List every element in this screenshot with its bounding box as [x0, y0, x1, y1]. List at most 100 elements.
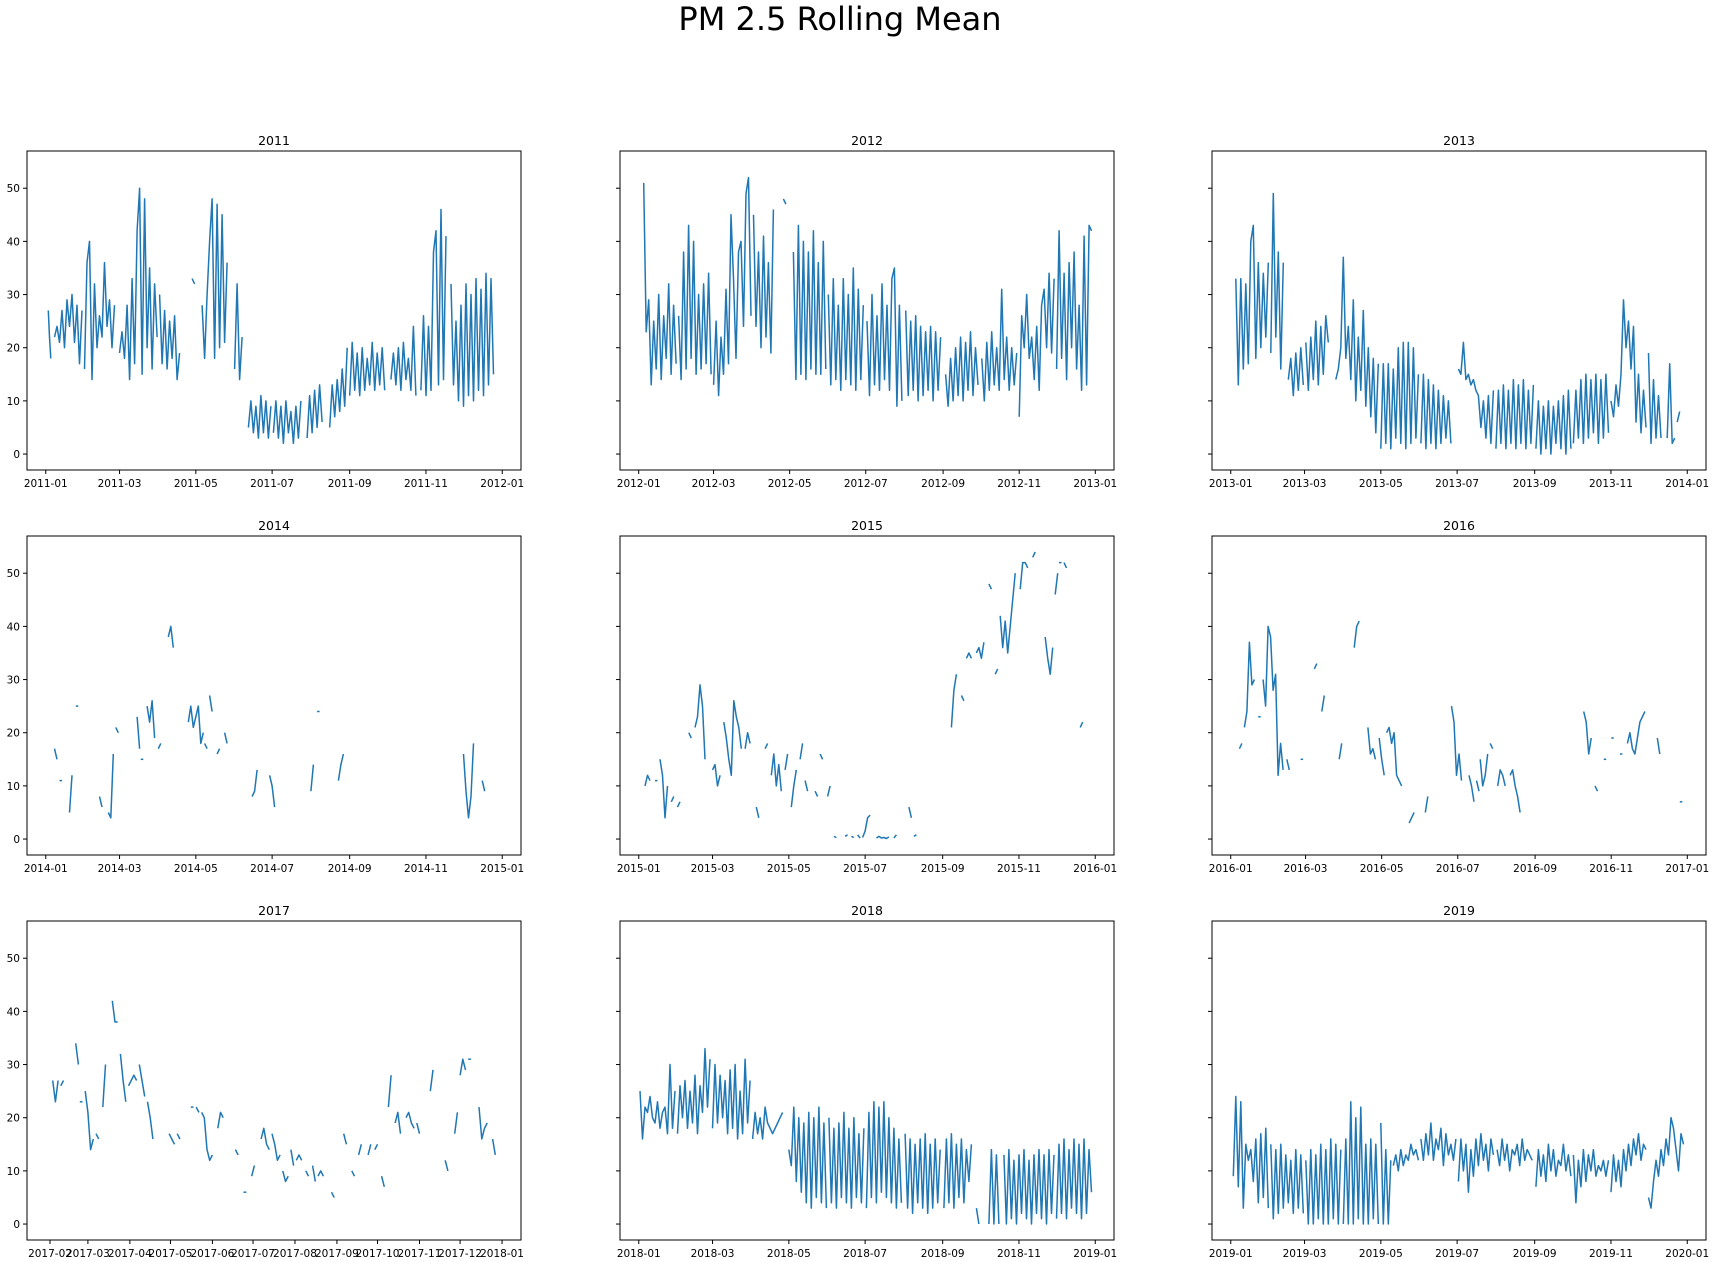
series-segment: [306, 384, 323, 439]
series-segment: [788, 1106, 828, 1209]
series-segment: [1003, 1148, 1055, 1225]
series-segment: [1235, 224, 1270, 386]
x-tick-label: 2015-05: [767, 863, 811, 875]
x-tick-label: 2017-07: [231, 1248, 275, 1260]
series-segment: [981, 288, 1018, 402]
series-segment: [200, 1112, 214, 1162]
series-segment: [694, 684, 706, 760]
subplot-title: 2013: [1443, 133, 1475, 148]
series-line: [51, 1000, 497, 1198]
y-tick-label: 40: [7, 1006, 20, 1018]
series-segment: [234, 1149, 239, 1156]
series-segment: [1535, 1143, 1572, 1187]
series-segment: [1610, 299, 1647, 434]
series-segment: [723, 700, 743, 777]
series-segment: [330, 1191, 335, 1198]
series-segment: [1582, 711, 1592, 755]
x-tick-label: 2015-01: [480, 863, 524, 875]
series-segment: [1496, 769, 1506, 787]
series-line: [47, 187, 495, 445]
figure-title: PM 2.5 Rolling Mean: [678, 0, 1001, 38]
x-tick-label: 2012-01: [617, 478, 661, 490]
series-segment: [712, 176, 752, 397]
series-segment: [804, 780, 809, 792]
series-segment: [168, 1133, 176, 1145]
series-segment: [380, 1176, 386, 1187]
series-segment: [711, 1058, 751, 1140]
series-segment: [1475, 780, 1480, 792]
series-segment: [1032, 551, 1036, 558]
x-tick-label: 2016-01: [1209, 863, 1253, 875]
x-tick-label: 2011-05: [174, 478, 218, 490]
series-segment: [1238, 743, 1243, 750]
y-tick-label: 30: [7, 675, 20, 687]
series-segment: [374, 1143, 379, 1150]
series-segment: [342, 1133, 348, 1145]
series-segment: [351, 1170, 356, 1177]
subplot-title: 2012: [851, 133, 883, 148]
series-segment: [195, 1106, 200, 1113]
series-segment: [1572, 373, 1610, 445]
x-tick-label: 2020-01: [1665, 1248, 1709, 1260]
series-segment: [290, 1149, 295, 1166]
subplot-title: 2014: [258, 518, 290, 533]
subplot-title: 2011: [258, 133, 290, 148]
series-line: [639, 1047, 1093, 1225]
series-segment: [223, 732, 228, 744]
series-segment: [251, 769, 258, 797]
series-segment: [1457, 1132, 1495, 1193]
subplot-title: 2015: [851, 518, 883, 533]
series-segment: [1468, 775, 1475, 802]
series-segment: [83, 240, 116, 381]
series-segment: [84, 1091, 95, 1151]
series-segment: [1380, 341, 1420, 450]
series-segment: [1063, 562, 1068, 569]
series-line: [642, 176, 1093, 417]
series-segment: [233, 283, 243, 381]
series-segment: [1420, 373, 1452, 450]
series-segment: [814, 790, 819, 797]
series-segment: [965, 652, 973, 659]
series-segment: [394, 1111, 402, 1134]
subplot-title: 2017: [258, 903, 290, 918]
series-segment: [1270, 192, 1285, 370]
series-segment: [676, 1047, 711, 1135]
series-segment: [1054, 573, 1059, 595]
plot-frame: [1211, 920, 1707, 1241]
x-tick-label: 2019-05: [1359, 1248, 1403, 1260]
series-segment: [1594, 785, 1599, 792]
series-segment: [1647, 352, 1662, 445]
subplot-2013: 2013 2013-01 2013-03 2013-05 2013-07 2013-09 2…: [1208, 133, 1709, 490]
series-segment: [904, 1132, 941, 1215]
y-tick-label: 0: [13, 449, 20, 461]
series-segment: [988, 583, 993, 590]
x-tick-label: 2019-09: [1513, 1248, 1557, 1260]
series-segment: [1335, 256, 1380, 434]
series-segment: [250, 1165, 256, 1177]
x-tick-label: 2012-01: [480, 478, 524, 490]
subplot-grid: 2011 0 10 20 30 40 50 2011-01 2011-03 2011-05 2011…: [7, 133, 1710, 1260]
subplot-title: 2016: [1443, 518, 1475, 533]
x-tick-label: 2013-07: [1435, 478, 1479, 490]
series-segment: [1044, 636, 1054, 675]
subplot-2015: 2015 2015-01 2015-03 2015-05 2015-07 2015-09 2…: [616, 518, 1117, 875]
series-segment: [1338, 743, 1343, 760]
series-segment: [310, 764, 315, 792]
plot-frame: [26, 150, 522, 471]
series-segment: [913, 834, 917, 838]
series-segment: [1385, 726, 1403, 787]
y-tick-label: 40: [7, 236, 20, 248]
series-segment: [1676, 411, 1681, 423]
series-segment: [865, 1101, 903, 1209]
series-segment: [1495, 378, 1535, 450]
series-segment: [711, 763, 721, 787]
series-segment: [1055, 224, 1093, 392]
series-segment: [784, 753, 789, 771]
subplot-title: 2019: [1443, 903, 1475, 918]
series-segment: [146, 700, 156, 739]
plot-frame: [619, 535, 1115, 856]
series-segment: [478, 1107, 488, 1140]
y-tick-label: 10: [7, 1166, 20, 1178]
x-tick-label: 2018-07: [843, 1248, 887, 1260]
